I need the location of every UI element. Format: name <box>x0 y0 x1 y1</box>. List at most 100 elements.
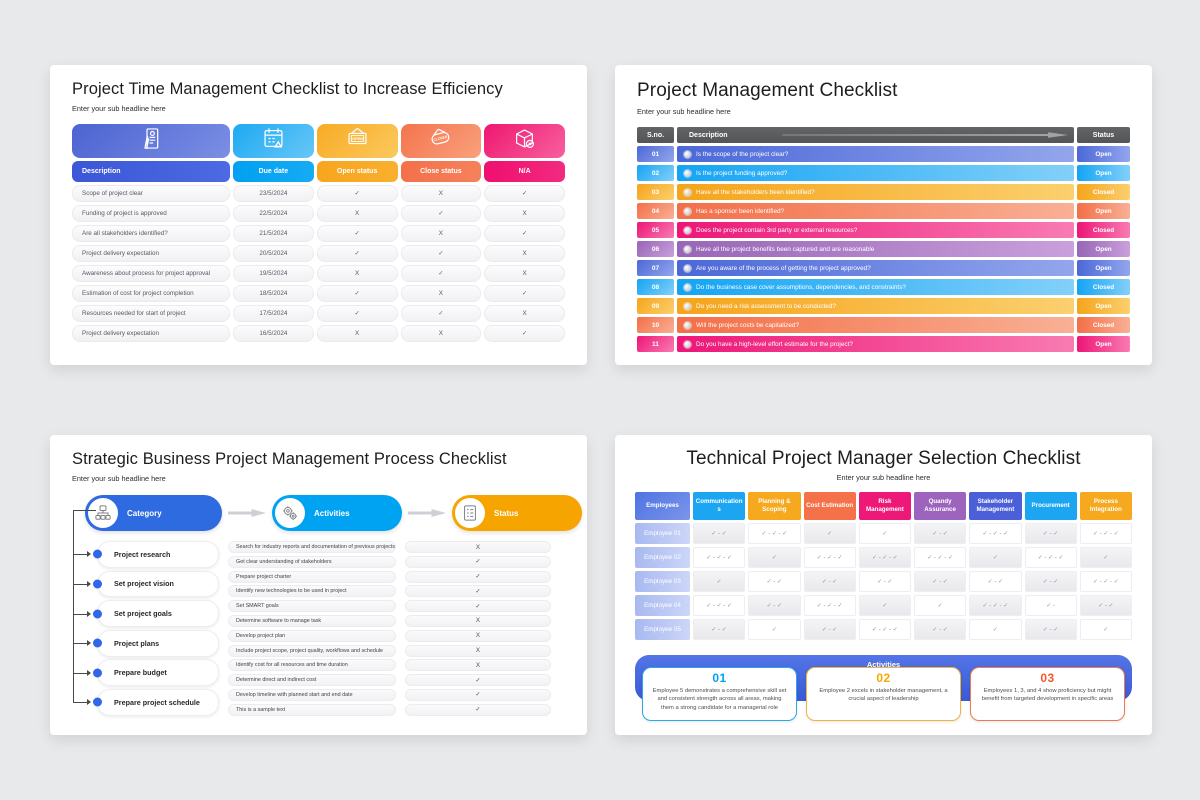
status-chip: Open <box>1077 203 1130 219</box>
sub-headline: Enter your sub headline here <box>72 474 166 483</box>
matrix-cell: ✓ <box>969 547 1022 568</box>
activity-status-pill: X <box>405 644 551 657</box>
status-chip: Closed <box>1077 317 1130 333</box>
description-cell: Funding of project is approved <box>72 205 230 222</box>
slide-process-checklist: Strategic Business Project Management Pr… <box>50 435 587 735</box>
column-header: N/A <box>484 161 565 182</box>
time-management-table: OPEN CLOSED Description Due date Open status… <box>72 124 565 342</box>
matrix-cell: ✓ - ✓ <box>969 571 1022 592</box>
value-cell: X <box>484 305 565 322</box>
activity-status-pill: ✓ <box>405 674 551 687</box>
value-cell: ✓ <box>400 205 482 222</box>
category-pill: Set project vision <box>74 570 219 598</box>
matrix-cell: ✓ - ✓ - ✓ <box>693 595 746 616</box>
status-chip: Closed <box>1077 222 1130 238</box>
status-chip: Open <box>1077 298 1130 314</box>
value-cell: 21/5/2024 <box>233 225 314 242</box>
note-card: 01 Employee 5 demonstrates a comprehensiv… <box>642 667 797 721</box>
category-bullet <box>93 697 102 707</box>
process-header-row: Category Activities Status <box>85 495 582 531</box>
note-text: Employees 1, 3, and 4 show proficiency b… <box>981 688 1114 703</box>
note-text: Employee 5 demonstrates a comprehensive … <box>652 688 787 711</box>
category-header-pill: Category <box>85 495 222 531</box>
category-bullet <box>93 579 102 589</box>
activity-status-pill: X <box>405 659 551 672</box>
category-label: Prepare budget <box>114 668 167 678</box>
activity-status-pill: ✓ <box>405 703 551 716</box>
activity-pill: Include project scope, project quality, … <box>228 644 396 657</box>
value-cell: X <box>400 325 482 342</box>
value-cell: ✓ <box>316 305 398 322</box>
description-header-label: Description <box>689 131 728 139</box>
activity-status-pill: ✓ <box>405 600 551 613</box>
value-cell: ✓ <box>316 245 398 262</box>
status-column-header: Status <box>1077 127 1130 143</box>
category-bullet <box>93 668 102 678</box>
row-number: 03 <box>637 184 674 200</box>
description-cell: Scope of project clear <box>72 185 230 202</box>
slide-project-management-checklist: Project Management Checklist Enter your … <box>615 65 1152 365</box>
row-description-text: Will the project costs be capitalized? <box>696 321 800 329</box>
row-description-text: Have all the stakeholders been identifie… <box>696 188 815 196</box>
column-icon-cell: CLOSED <box>400 124 482 158</box>
value-cell: X <box>400 185 482 202</box>
value-cell: X <box>400 285 482 302</box>
value-cell: ✓ <box>316 285 398 302</box>
matrix-cell: ✓ <box>1079 547 1132 568</box>
value-cell: ✓ <box>316 185 398 202</box>
value-cell: ✓ <box>316 225 398 242</box>
employee-label: Employee 04 <box>635 595 690 616</box>
matrix-cell: ✓ - ✓ <box>914 571 967 592</box>
bullet-icon <box>684 245 691 253</box>
row-number: 06 <box>637 241 674 257</box>
activity-pill: Develop project plan <box>228 629 396 642</box>
value-cell: X <box>316 205 398 222</box>
value-cell: X <box>484 205 565 222</box>
column-icon-cell: OPEN <box>316 124 398 158</box>
status-header-pill: Status <box>452 495 582 531</box>
activity-pill: Determine direct and indirect cost <box>228 674 396 687</box>
sno-column-header: S.no. <box>637 127 674 143</box>
slide-time-management-checklist: Project Time Management Checklist to Inc… <box>50 65 587 365</box>
description-cell: Resources needed for start of project <box>72 305 230 322</box>
column-header: Employees <box>635 492 690 520</box>
category-label: Project plans <box>114 638 160 648</box>
bullet-icon <box>684 321 691 329</box>
category-label: Set project vision <box>114 579 174 589</box>
svg-text:CLOSED: CLOSED <box>434 135 449 142</box>
description-cell: Project delivery expectation <box>72 245 230 262</box>
matrix-cell: ✓ - ✓ - ✓ <box>693 547 746 568</box>
value-cell: X <box>484 265 565 282</box>
row-description-bar: Is the project funding approved? <box>677 165 1074 181</box>
row-description-bar: Have all the stakeholders been identifie… <box>677 184 1074 200</box>
activity-status-pill: ✓ <box>405 585 551 598</box>
bullet-icon <box>684 150 691 158</box>
row-description-text: Is the project funding approved? <box>696 169 788 177</box>
value-cell: 19/5/2024 <box>233 265 314 282</box>
status-chip: Open <box>1077 146 1130 162</box>
tree-connector-line <box>73 510 96 703</box>
matrix-cell: ✓ <box>914 595 967 616</box>
flow-arrow-icon <box>408 509 446 517</box>
row-description-text: Is the scope of the project clear? <box>696 150 789 158</box>
status-chip: Open <box>1077 336 1130 352</box>
bullet-icon <box>684 169 691 177</box>
status-chip: Open <box>1077 165 1130 181</box>
matrix-cell: ✓ - ✓ - ✓ <box>803 595 856 616</box>
value-cell: X <box>316 265 398 282</box>
column-header: Due date <box>233 161 314 182</box>
description-cell: Project delivery expectation <box>72 325 230 342</box>
sub-headline: Enter your sub headline here <box>72 104 166 113</box>
activity-pill: Set SMART goals <box>228 600 396 613</box>
activity-pill: Determine software to manage task <box>228 614 396 627</box>
column-header: Close status <box>400 161 482 182</box>
activities-header-pill: Activities <box>272 495 402 531</box>
page-title: Project Time Management Checklist to Inc… <box>72 80 503 98</box>
value-cell: ✓ <box>484 285 565 302</box>
note-card: 03 Employees 1, 3, and 4 show proficiency… <box>970 667 1125 721</box>
category-label: Set project goals <box>114 609 172 619</box>
column-header: Procurement <box>1024 492 1077 520</box>
employee-label: Employee 02 <box>635 547 690 568</box>
sub-headline: Enter your sub headline here <box>637 107 731 116</box>
